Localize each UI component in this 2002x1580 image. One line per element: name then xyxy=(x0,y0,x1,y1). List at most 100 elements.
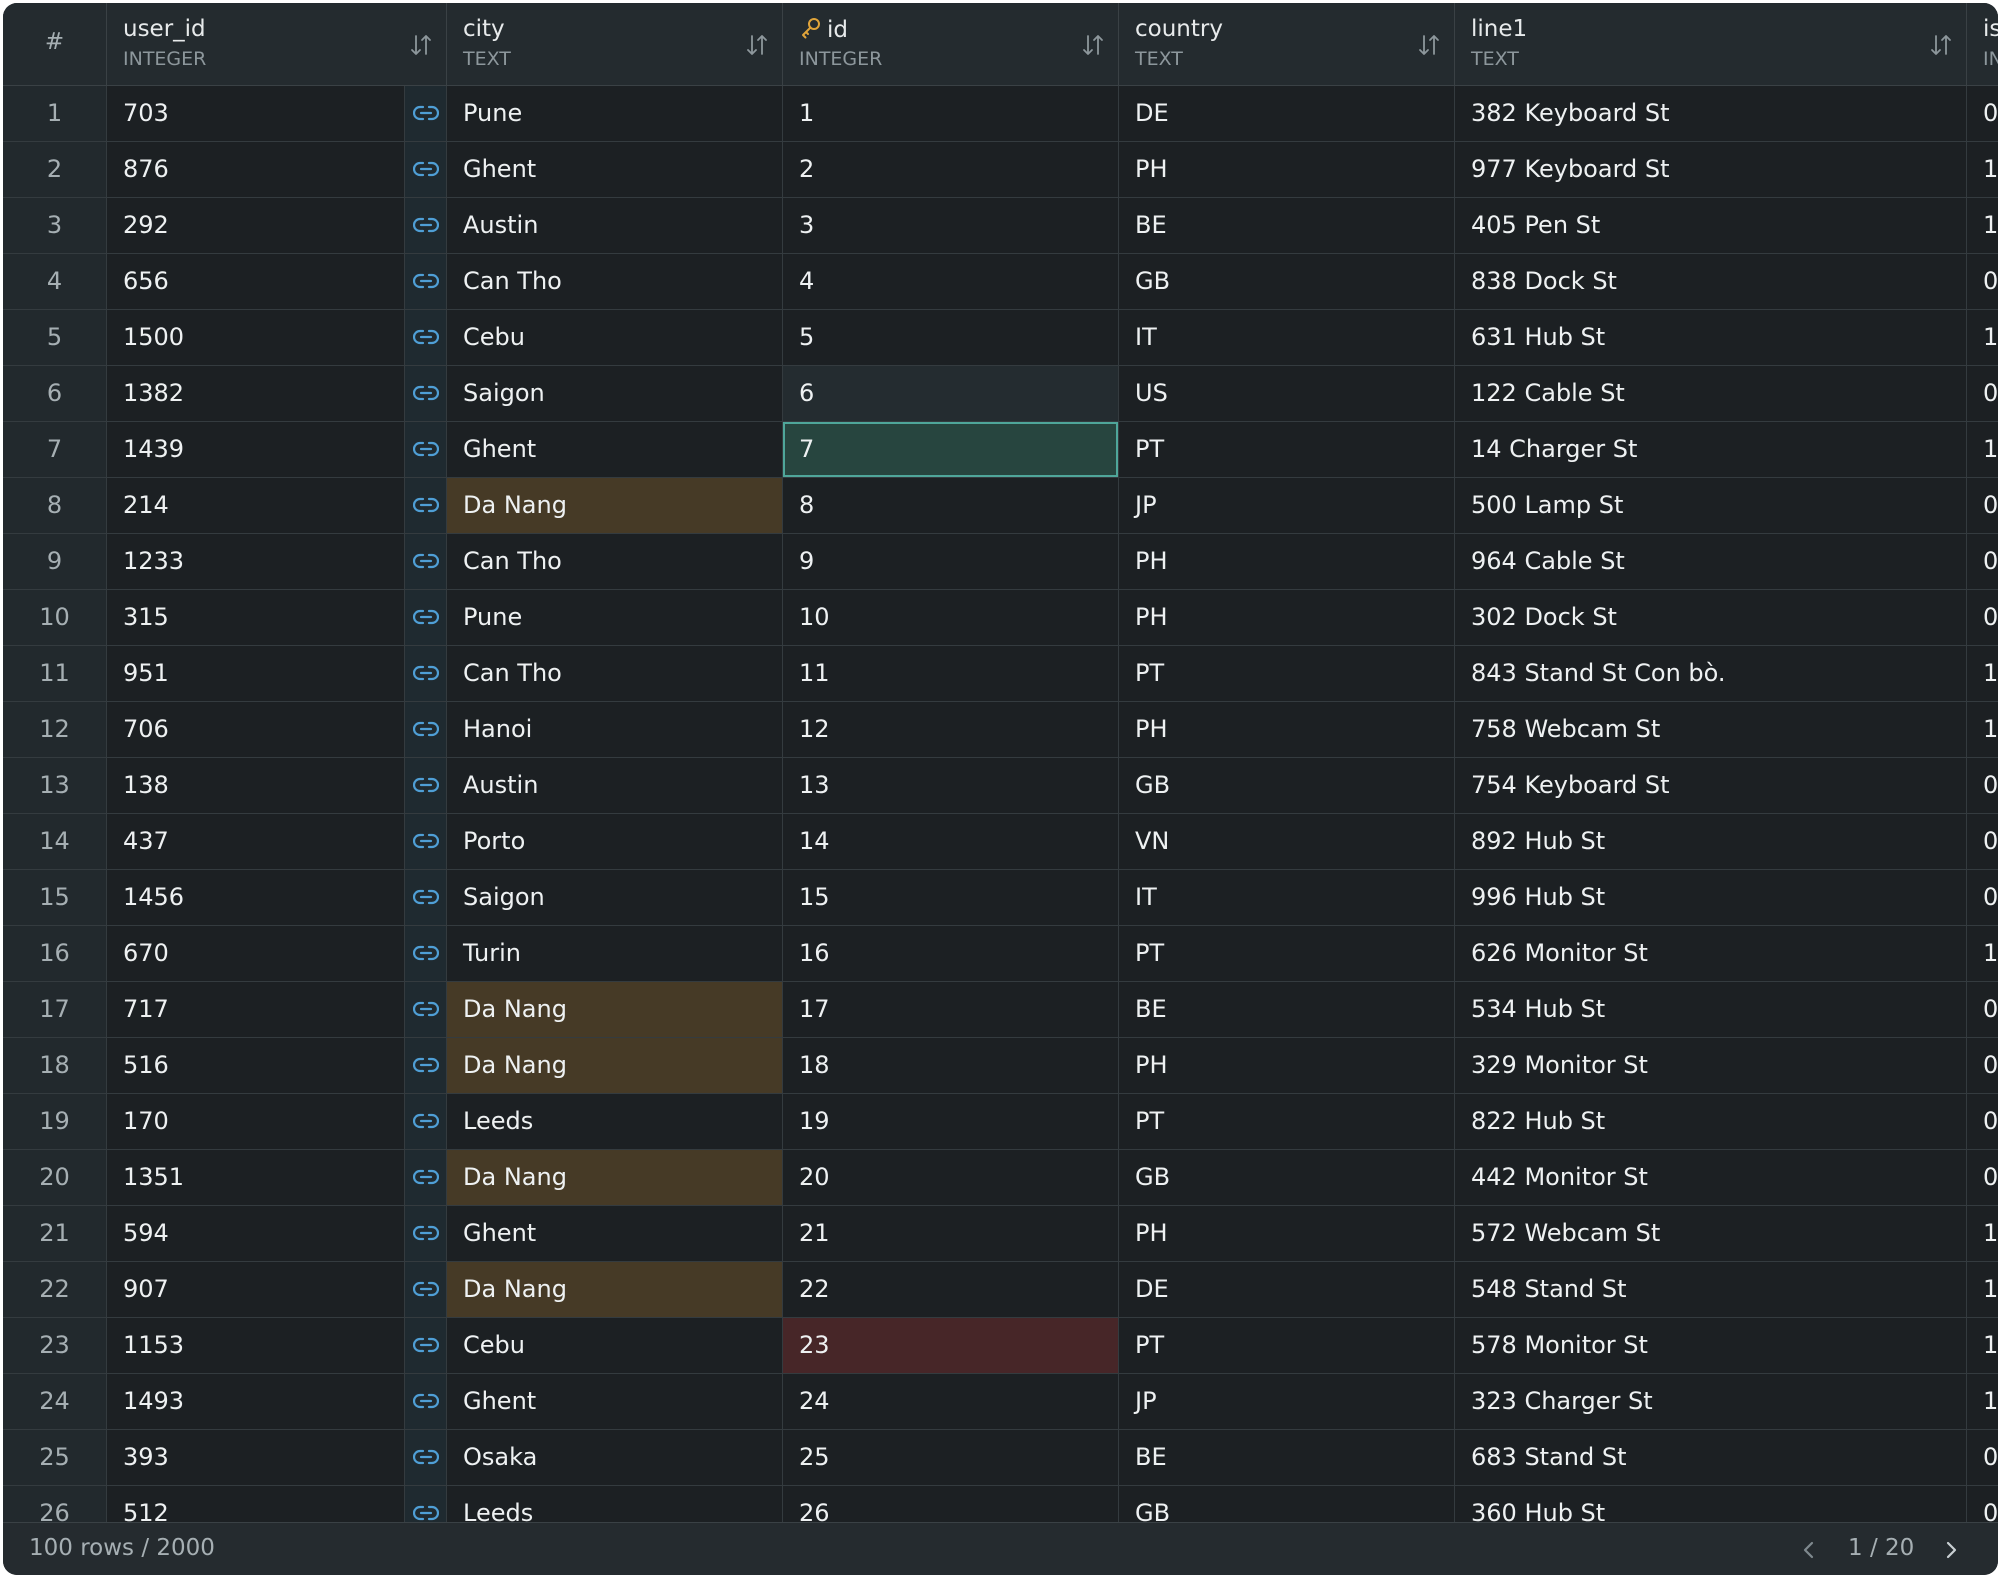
address-line1-cell[interactable]: 534 Hub St xyxy=(1455,982,1967,1037)
city-cell[interactable]: Leeds xyxy=(447,1094,783,1149)
grid-viewport[interactable]: # user_id INTEGER city TEXT id INTEGER c… xyxy=(3,3,1998,1522)
city-cell[interactable]: Ghent xyxy=(447,142,783,197)
sort-arrows-icon[interactable] xyxy=(410,33,432,57)
address-line1-cell[interactable]: 500 Lamp St xyxy=(1455,478,1967,533)
sort-arrows-icon[interactable] xyxy=(1930,33,1952,57)
city-cell[interactable]: Can Tho xyxy=(447,646,783,701)
is-flag-cell[interactable]: 0 xyxy=(1967,1094,1998,1149)
table-row[interactable]: 15 1456 Saigon 15 IT 996 Hub St 0 xyxy=(3,870,1998,926)
chevron-left-icon[interactable] xyxy=(1797,1537,1821,1563)
is-flag-cell[interactable]: 1 xyxy=(1967,310,1998,365)
country-cell[interactable]: US xyxy=(1119,366,1455,421)
is-flag-cell[interactable]: 1 xyxy=(1967,646,1998,701)
is-flag-cell[interactable]: 0 xyxy=(1967,478,1998,533)
table-row[interactable]: 8 214 Da Nang 8 JP 500 Lamp St 0 xyxy=(3,478,1998,534)
table-row[interactable]: 7 1439 Ghent 7 PT 14 Charger St 1 xyxy=(3,422,1998,478)
sort-arrows-icon[interactable] xyxy=(1418,33,1440,57)
table-row[interactable]: 20 1351 Da Nang 20 GB 442 Monitor St 0 xyxy=(3,1150,1998,1206)
table-row[interactable]: 4 656 Can Tho 4 GB 838 Dock St 0 xyxy=(3,254,1998,310)
table-row[interactable]: 6 1382 Saigon 6 US 122 Cable St 0 xyxy=(3,366,1998,422)
foreign-key-link-button[interactable] xyxy=(405,142,447,197)
country-cell[interactable]: JP xyxy=(1119,1374,1455,1429)
country-cell[interactable]: IT xyxy=(1119,870,1455,925)
is-flag-cell[interactable]: 1 xyxy=(1967,1206,1998,1261)
user-id-cell[interactable]: 951 xyxy=(107,646,405,701)
country-cell[interactable]: PH xyxy=(1119,1206,1455,1261)
user-id-cell[interactable]: 594 xyxy=(107,1206,405,1261)
address-line1-cell[interactable]: 964 Cable St xyxy=(1455,534,1967,589)
user-id-cell[interactable]: 1153 xyxy=(107,1318,405,1373)
city-cell[interactable]: Osaka xyxy=(447,1430,783,1485)
user-id-cell[interactable]: 1500 xyxy=(107,310,405,365)
is-flag-cell[interactable]: 1 xyxy=(1967,1318,1998,1373)
address-line1-cell[interactable]: 405 Pen St xyxy=(1455,198,1967,253)
country-cell[interactable]: PT xyxy=(1119,926,1455,981)
column-header-city[interactable]: city TEXT xyxy=(447,3,783,85)
city-cell[interactable]: Da Nang xyxy=(447,1038,783,1093)
is-flag-cell[interactable]: 0 xyxy=(1967,1038,1998,1093)
id-cell[interactable]: 8 xyxy=(783,478,1119,533)
table-row[interactable]: 18 516 Da Nang 18 PH 329 Monitor St 0 xyxy=(3,1038,1998,1094)
foreign-key-link-button[interactable] xyxy=(405,198,447,253)
foreign-key-link-button[interactable] xyxy=(405,86,447,141)
is-flag-cell[interactable]: 0 xyxy=(1967,870,1998,925)
foreign-key-link-button[interactable] xyxy=(405,982,447,1037)
id-cell[interactable]: 4 xyxy=(783,254,1119,309)
user-id-cell[interactable]: 1233 xyxy=(107,534,405,589)
city-cell[interactable]: Austin xyxy=(447,198,783,253)
address-line1-cell[interactable]: 892 Hub St xyxy=(1455,814,1967,869)
address-line1-cell[interactable]: 683 Stand St xyxy=(1455,1430,1967,1485)
address-line1-cell[interactable]: 122 Cable St xyxy=(1455,366,1967,421)
id-cell[interactable]: 10 xyxy=(783,590,1119,645)
address-line1-cell[interactable]: 996 Hub St xyxy=(1455,870,1967,925)
city-cell[interactable]: Cebu xyxy=(447,310,783,365)
sort-arrows-icon[interactable] xyxy=(746,33,768,57)
user-id-cell[interactable]: 706 xyxy=(107,702,405,757)
id-cell[interactable]: 21 xyxy=(783,1206,1119,1261)
column-header-country[interactable]: country TEXT xyxy=(1119,3,1455,85)
user-id-cell[interactable]: 1456 xyxy=(107,870,405,925)
user-id-cell[interactable]: 670 xyxy=(107,926,405,981)
id-cell[interactable]: 7 xyxy=(783,422,1119,477)
address-line1-cell[interactable]: 631 Hub St xyxy=(1455,310,1967,365)
foreign-key-link-button[interactable] xyxy=(405,254,447,309)
table-row[interactable]: 24 1493 Ghent 24 JP 323 Charger St 1 xyxy=(3,1374,1998,1430)
city-cell[interactable]: Saigon xyxy=(447,366,783,421)
is-flag-cell[interactable]: 1 xyxy=(1967,1374,1998,1429)
table-row[interactable]: 11 951 Can Tho 11 PT 843 Stand St Con bò. 1 xyxy=(3,646,1998,702)
id-cell[interactable]: 13 xyxy=(783,758,1119,813)
city-cell[interactable]: Da Nang xyxy=(447,982,783,1037)
country-cell[interactable]: PT xyxy=(1119,646,1455,701)
foreign-key-link-button[interactable] xyxy=(405,1430,447,1485)
city-cell[interactable]: Da Nang xyxy=(447,478,783,533)
city-cell[interactable]: Can Tho xyxy=(447,254,783,309)
address-line1-cell[interactable]: 758 Webcam St xyxy=(1455,702,1967,757)
country-cell[interactable]: PT xyxy=(1119,1094,1455,1149)
id-cell[interactable]: 17 xyxy=(783,982,1119,1037)
table-row[interactable]: 14 437 Porto 14 VN 892 Hub St 0 xyxy=(3,814,1998,870)
country-cell[interactable]: BE xyxy=(1119,198,1455,253)
user-id-cell[interactable]: 138 xyxy=(107,758,405,813)
user-id-cell[interactable]: 1439 xyxy=(107,422,405,477)
country-cell[interactable]: GB xyxy=(1119,254,1455,309)
is-flag-cell[interactable]: 0 xyxy=(1967,1430,1998,1485)
foreign-key-link-button[interactable] xyxy=(405,590,447,645)
table-row[interactable]: 10 315 Pune 10 PH 302 Dock St 0 xyxy=(3,590,1998,646)
table-row[interactable]: 19 170 Leeds 19 PT 822 Hub St 0 xyxy=(3,1094,1998,1150)
is-flag-cell[interactable]: 0 xyxy=(1967,1486,1998,1522)
chevron-right-icon[interactable] xyxy=(1939,1537,1963,1563)
foreign-key-link-button[interactable] xyxy=(405,814,447,869)
user-id-cell[interactable]: 214 xyxy=(107,478,405,533)
foreign-key-link-button[interactable] xyxy=(405,534,447,589)
user-id-cell[interactable]: 292 xyxy=(107,198,405,253)
id-cell[interactable]: 2 xyxy=(783,142,1119,197)
table-row[interactable]: 5 1500 Cebu 5 IT 631 Hub St 1 xyxy=(3,310,1998,366)
country-cell[interactable]: GB xyxy=(1119,1150,1455,1205)
foreign-key-link-button[interactable] xyxy=(405,926,447,981)
is-flag-cell[interactable]: 0 xyxy=(1967,982,1998,1037)
address-line1-cell[interactable]: 360 Hub St xyxy=(1455,1486,1967,1522)
id-cell[interactable]: 12 xyxy=(783,702,1119,757)
foreign-key-link-button[interactable] xyxy=(405,1094,447,1149)
foreign-key-link-button[interactable] xyxy=(405,422,447,477)
city-cell[interactable]: Porto xyxy=(447,814,783,869)
